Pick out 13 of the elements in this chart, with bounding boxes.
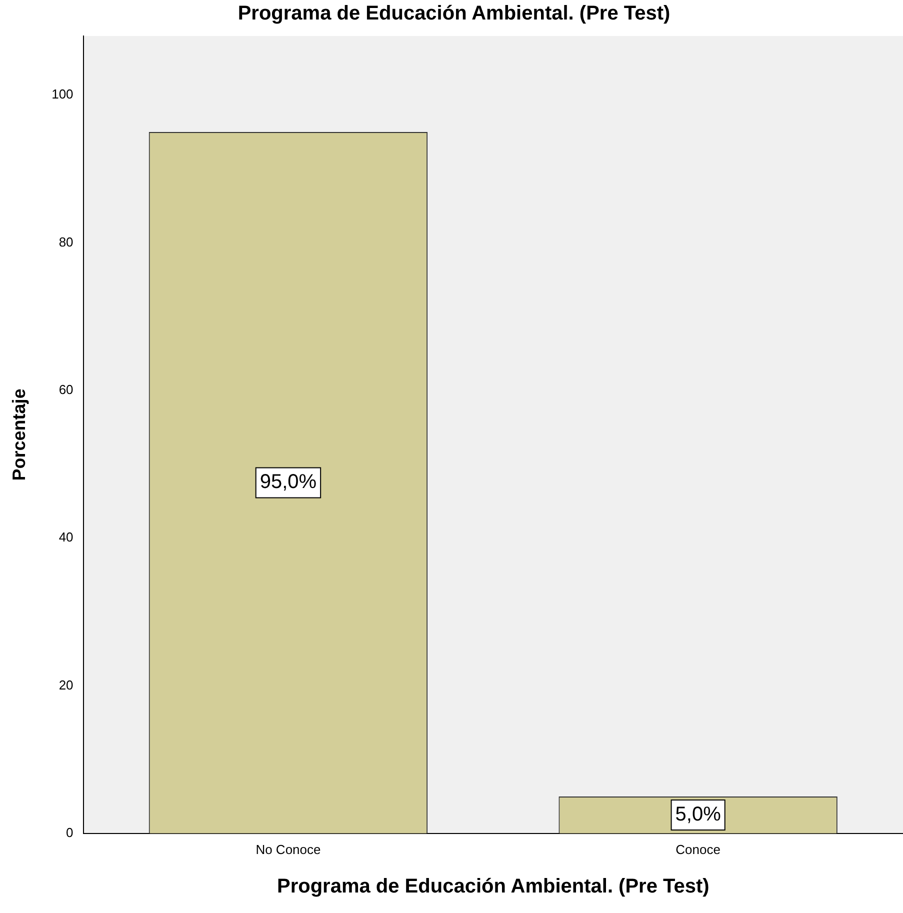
x-axis-title: Programa de Educación Ambiental. (Pre Test): [276, 876, 710, 898]
y-tick-label: 80: [58, 234, 74, 250]
chart-title: Programa de Educación Ambiental. (Pre Test): [238, 2, 670, 25]
y-axis-title: Porcentaje: [8, 388, 29, 481]
y-tick-label: 20: [58, 677, 74, 692]
y-tick-label: 100: [52, 86, 74, 102]
data-label: 95,0%: [260, 471, 317, 494]
y-tick-label: 60: [58, 382, 74, 397]
data-label: 5,0%: [675, 803, 722, 826]
x-tick-label: Conoce: [676, 842, 720, 857]
x-tick-label: No Conoce: [256, 842, 321, 857]
y-tick-label: 40: [58, 530, 74, 545]
y-tick-label: 0: [66, 824, 74, 840]
